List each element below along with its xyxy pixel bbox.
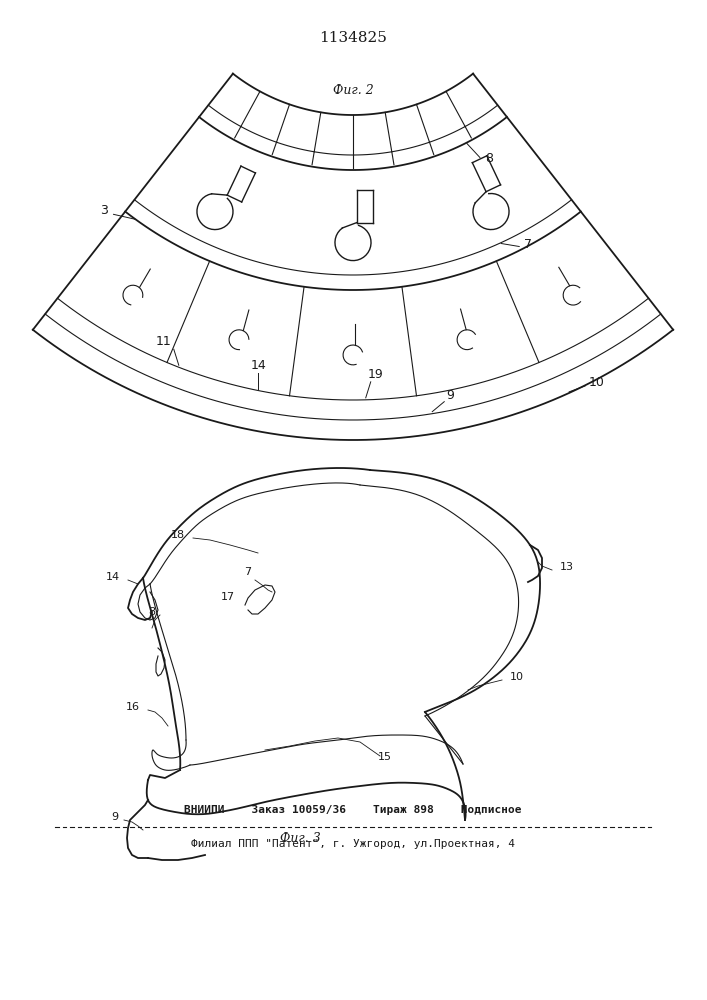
Text: 17: 17 — [221, 592, 235, 602]
Text: 9: 9 — [111, 812, 118, 822]
Text: 1134825: 1134825 — [319, 31, 387, 45]
Text: Фиг. 2: Фиг. 2 — [332, 84, 373, 97]
Text: 10: 10 — [510, 672, 524, 682]
Text: 8: 8 — [485, 152, 493, 165]
Text: 14: 14 — [250, 359, 266, 372]
Text: 7: 7 — [524, 238, 532, 251]
Text: 9: 9 — [446, 389, 454, 402]
Text: 10: 10 — [589, 376, 605, 389]
Text: 18: 18 — [171, 530, 185, 540]
Text: 11: 11 — [156, 335, 172, 348]
Text: 13: 13 — [560, 562, 574, 572]
Text: Филиал ППП "Патент", г. Ужгород, ул.Проектная, 4: Филиал ППП "Патент", г. Ужгород, ул.Прое… — [191, 839, 515, 849]
Text: 15: 15 — [378, 752, 392, 762]
Text: 19: 19 — [368, 368, 384, 381]
Text: 8: 8 — [148, 607, 155, 617]
Text: Фиг. 3: Фиг. 3 — [280, 832, 320, 844]
Text: ВНИИПИ    Заказ 10059/36    Тираж 898    Подписное: ВНИИПИ Заказ 10059/36 Тираж 898 Подписно… — [185, 805, 522, 815]
Text: 16: 16 — [126, 702, 140, 712]
Text: 14: 14 — [106, 572, 120, 582]
Text: 7: 7 — [245, 567, 252, 577]
Text: 3: 3 — [100, 204, 107, 217]
